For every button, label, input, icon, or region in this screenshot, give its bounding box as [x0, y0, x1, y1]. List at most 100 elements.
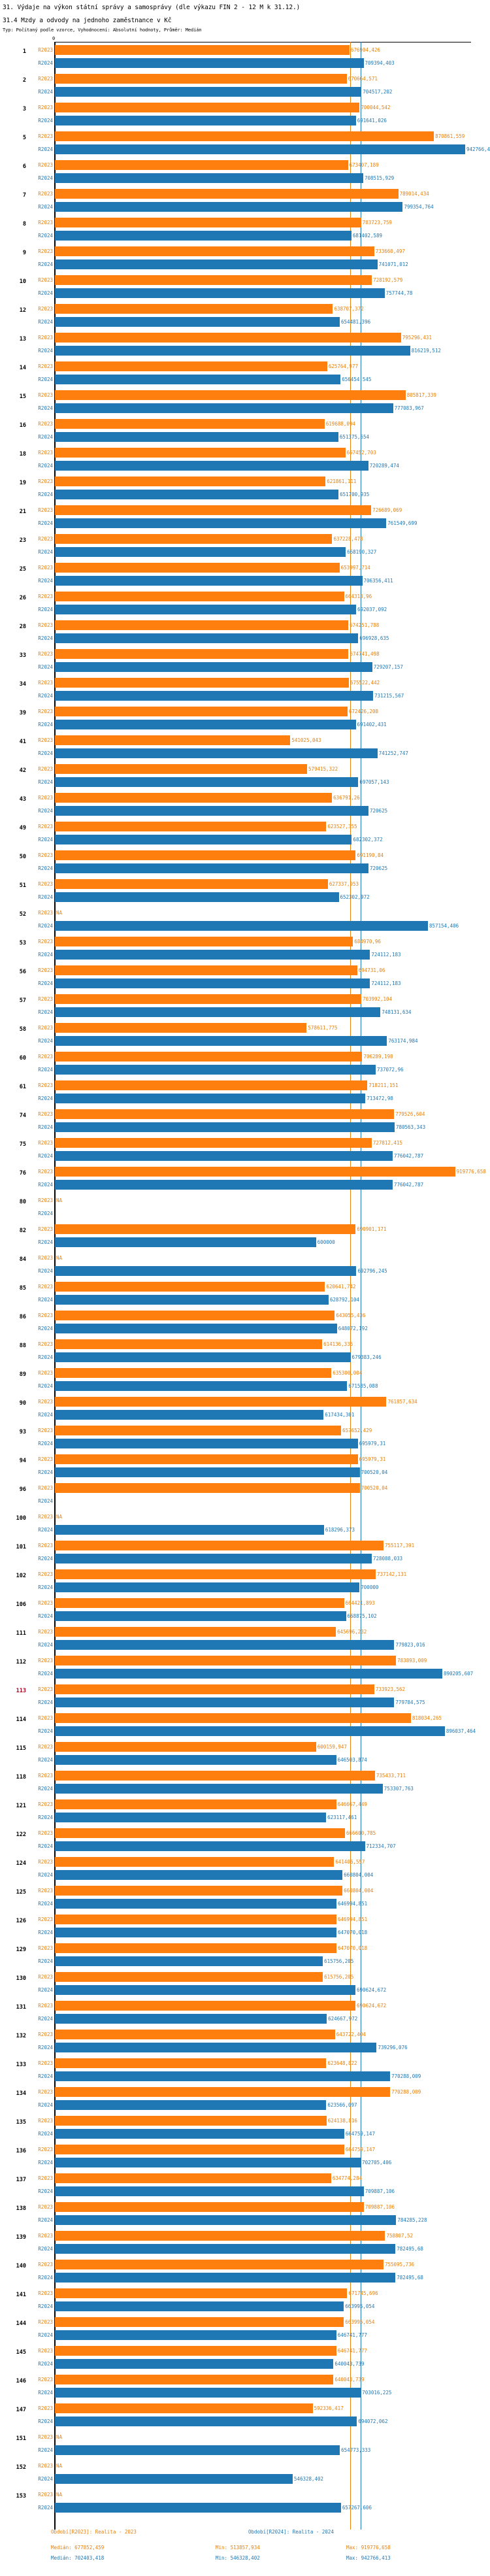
series-tag-2024: R2024: [38, 578, 53, 584]
value-label-2024: 648072,192: [338, 1326, 368, 1331]
series-tag-2023: R2023: [38, 507, 53, 513]
bar-2024: [55, 346, 410, 356]
bar-2024: [55, 2100, 327, 2110]
bar-group: 26 R2023 664313,96 R2024 692037,092: [0, 589, 490, 618]
bar-row: R2024 691641,026: [0, 115, 490, 126]
bar-group: 60 R2023 706289,198 R2024 737072,96: [0, 1049, 490, 1078]
series-tag-2024: R2024: [38, 1872, 53, 1878]
value-label-2024: 692796,245: [357, 1268, 387, 1274]
category-label: 19: [19, 480, 26, 486]
bar-2023: [55, 2231, 385, 2241]
value-label-2023: 779526,604: [395, 1111, 425, 1117]
category-label: 136: [16, 2148, 26, 2154]
bar-group: 76 R2023 919776,658 R2024 776042,787: [0, 1164, 490, 1193]
series-tag-2024: R2024: [38, 1469, 53, 1475]
series-tag-2023: R2023: [38, 2089, 53, 2095]
bar-2023: [55, 850, 356, 860]
value-label-2023: 640043,739: [335, 2377, 365, 2383]
bar-row: R2023 761857,634: [0, 1396, 490, 1407]
value-label-2023: 657652,429: [342, 1428, 372, 1433]
bar-row: R2024 776042,787: [0, 1150, 490, 1162]
series-tag-2024: R2024: [38, 2390, 53, 2396]
series-tag-2024: R2024: [38, 118, 53, 124]
bar-2023: [55, 1311, 335, 1320]
series-tag-2023: R2023: [38, 1715, 53, 1721]
bar-row: R2023 NA: [0, 2432, 490, 2443]
bar-row: R2023 623648,822: [0, 2058, 490, 2069]
category-label: 125: [16, 1889, 26, 1896]
bar-2024: [55, 2474, 293, 2484]
value-label-2023: 646741,777: [337, 2348, 367, 2354]
value-label-2024: 628792,104: [329, 1297, 359, 1303]
series-tag-2024: R2024: [38, 2246, 53, 2252]
category-label: 94: [19, 1458, 26, 1464]
bar-row: R2024 777083,967: [0, 403, 490, 414]
bar-2023: [55, 1943, 337, 1953]
series-tag-2024: R2024: [38, 1728, 53, 1734]
value-label-2023: 664421,893: [345, 1600, 375, 1606]
value-label-2023: 674251,788: [350, 622, 380, 628]
value-label-2023: 703723,759: [362, 220, 392, 226]
bar-row: R2024 702705,406: [0, 2157, 490, 2168]
value-label-2024: 777083,967: [394, 405, 424, 411]
series-tag-2024: R2024: [38, 89, 53, 95]
bar-group: 21 R2023 726689,069 R2024 761549,699: [0, 503, 490, 531]
bar-group: 33 R2023 674741,498 R2024 729207,157: [0, 646, 490, 675]
bar-2024: [55, 1467, 360, 1477]
bar-2024: [55, 2301, 344, 2311]
bar-row: R2024 615756,205: [0, 1956, 490, 1967]
value-label-2023: 624138,816: [327, 2118, 357, 2124]
category-label: 145: [16, 2349, 26, 2356]
value-label-2023: 637228,478: [333, 536, 363, 542]
bar-2023: [55, 246, 374, 256]
series-tag-2023: R2023: [38, 1054, 53, 1060]
bar-2023: [55, 1972, 323, 1982]
value-label-2023: 755095,736: [384, 2262, 415, 2267]
value-label-2023: 695979,31: [359, 1456, 386, 1462]
value-label-2024: 728088,033: [372, 1556, 403, 1562]
category-label: 21: [19, 509, 26, 515]
bar-row: R2024 651375,554: [0, 431, 490, 443]
value-label-2024: 671535,088: [348, 1383, 378, 1389]
bar-row: R2023 684970,96: [0, 936, 490, 947]
bar-row: R2023 640043,739: [0, 2374, 490, 2385]
series-tag-2024: R2024: [38, 1182, 53, 1188]
bar-row: R2024 623566,097: [0, 2099, 490, 2111]
bar-2024: [55, 490, 339, 499]
bar-group: 137 R2023 634774,284 R2024 709887,106: [0, 2171, 490, 2200]
category-label: 23: [19, 537, 26, 544]
bar-row: R2023 627337,953: [0, 878, 490, 890]
value-label-2023: 663995,054: [345, 2319, 375, 2325]
bar-2024: [55, 835, 352, 845]
bar-row: R2023 660804,004: [0, 1885, 490, 1896]
bar-row: R2023 592336,417: [0, 2403, 490, 2414]
series-tag-2023: R2023: [38, 2118, 53, 2124]
bar-2024: [55, 950, 370, 960]
value-label-2024: 784285,228: [397, 2217, 427, 2223]
category-label: 121: [16, 1803, 26, 1809]
bar-row: R2024: [0, 1208, 490, 1219]
value-label-2024: 682302,372: [353, 837, 383, 843]
series-tag-2023: R2023: [38, 795, 53, 801]
value-label-2023: 627337,953: [329, 881, 359, 887]
bar-group: 57 R2023 703992,104 R2024 748131,634: [0, 992, 490, 1020]
value-label-2023: 673407,189: [349, 162, 379, 168]
value-label-2023: 600159,947: [317, 1744, 347, 1750]
series-tag-2024: R2024: [38, 693, 53, 699]
series-tag-2024: R2024: [38, 635, 53, 641]
bar-2024: [55, 1410, 324, 1420]
series-tag-2023: R2023: [38, 1485, 53, 1491]
bar-group: 19 R2023 621861,111 R2024 651700,935: [0, 474, 490, 503]
bar-2023: [55, 304, 333, 314]
category-label: 138: [16, 2205, 26, 2212]
value-label-2024: 890205,607: [443, 1671, 474, 1677]
bar-group: 89 R2023 635300,004 R2024 671535,088: [0, 1365, 490, 1394]
series-tag-2023: R2023: [38, 766, 53, 772]
bar-row: R2023 625764,977: [0, 361, 490, 372]
series-tag-2024: R2024: [38, 146, 53, 152]
bar-2023: [55, 2173, 331, 2183]
bar-row: R2024 648072,192: [0, 1323, 490, 1334]
bar-2023: [55, 45, 350, 55]
value-label-2024: 651700,935: [340, 492, 370, 497]
bar-2023: [55, 1713, 411, 1723]
